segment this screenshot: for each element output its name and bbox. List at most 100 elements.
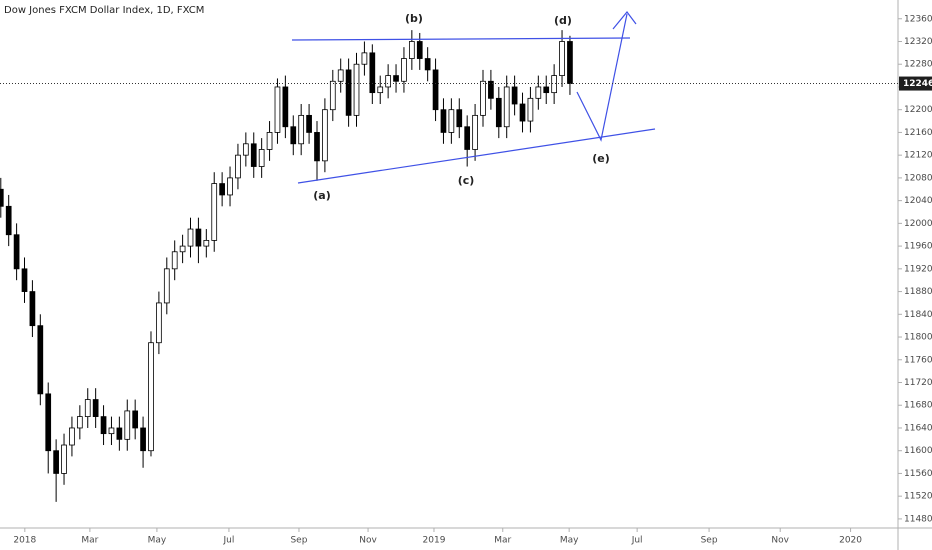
y-tick-label: 11760 bbox=[904, 355, 932, 365]
candle-body bbox=[227, 177, 233, 196]
candle-body bbox=[84, 399, 91, 418]
candle-body bbox=[29, 291, 36, 327]
x-tick-label: 2019 bbox=[423, 536, 446, 546]
candle-body bbox=[488, 80, 494, 99]
y-tick-label: 11840 bbox=[904, 310, 932, 320]
candle-body bbox=[527, 97, 534, 122]
candle-body bbox=[519, 103, 526, 122]
y-tick-label: 12000 bbox=[904, 219, 932, 229]
candle-body bbox=[329, 80, 336, 111]
candle-body bbox=[448, 109, 455, 133]
candle-body bbox=[567, 41, 573, 84]
candle-body bbox=[322, 109, 328, 162]
candle-body bbox=[148, 342, 154, 452]
candle-body bbox=[543, 86, 550, 94]
candle-body bbox=[432, 69, 439, 111]
candle-body bbox=[306, 114, 312, 133]
x-tick-label: May bbox=[560, 536, 579, 546]
x-tick-label: Mar bbox=[81, 536, 98, 546]
candle-body bbox=[503, 86, 510, 128]
wave-label: (a) bbox=[313, 189, 330, 202]
projection-path bbox=[576, 13, 628, 142]
y-tick-label: 11520 bbox=[904, 492, 932, 502]
y-tick-label: 11480 bbox=[904, 514, 932, 524]
candle-body bbox=[424, 58, 431, 71]
candle-body bbox=[195, 228, 202, 247]
y-tick-label: 11680 bbox=[904, 401, 932, 411]
candle-body bbox=[187, 228, 194, 247]
y-tick-label: 12320 bbox=[904, 37, 932, 47]
chart-title: Dow Jones FXCM Dollar Index, 1D, FXCM bbox=[4, 5, 204, 16]
candle-body bbox=[511, 86, 518, 105]
candle-body bbox=[76, 416, 83, 429]
y-tick-label: 12040 bbox=[904, 196, 932, 206]
candle-body bbox=[21, 268, 28, 292]
y-tick-label: 11640 bbox=[904, 423, 932, 433]
y-tick-label: 12200 bbox=[904, 105, 932, 115]
y-tick-label: 11920 bbox=[904, 264, 932, 274]
candle-body bbox=[282, 86, 289, 128]
y-tick-label: 11800 bbox=[904, 333, 932, 343]
candle-body bbox=[69, 427, 75, 446]
candle-body bbox=[408, 41, 415, 59]
candle-body bbox=[369, 52, 376, 94]
y-tick-label: 11600 bbox=[904, 446, 932, 456]
candle-body bbox=[472, 114, 478, 150]
x-tick-label: Mar bbox=[494, 536, 511, 546]
x-tick-label: 2018 bbox=[13, 536, 36, 546]
candle-body bbox=[108, 427, 115, 435]
candle-body bbox=[179, 245, 186, 253]
y-tick-label: 12280 bbox=[904, 60, 932, 70]
candle-body bbox=[242, 143, 249, 156]
x-tick-label: Nov bbox=[359, 536, 377, 546]
x-tick-label: Nov bbox=[771, 536, 789, 546]
candle-body bbox=[440, 109, 447, 133]
wave-label: (e) bbox=[592, 152, 610, 165]
candle-body bbox=[13, 234, 20, 270]
candle-body bbox=[480, 80, 486, 116]
y-tick-label: 12160 bbox=[904, 128, 932, 138]
last-price-label: 12246 bbox=[903, 79, 932, 89]
candle-body bbox=[171, 251, 178, 270]
x-tick-label: Sep bbox=[701, 536, 718, 546]
wave-label: (b) bbox=[405, 12, 423, 25]
y-tick-label: 12080 bbox=[904, 173, 932, 183]
x-tick-label: 2020 bbox=[839, 536, 862, 546]
x-tick-label: Jul bbox=[222, 536, 234, 546]
candle-body bbox=[258, 149, 265, 167]
candle-body bbox=[219, 183, 225, 196]
wave-label: (d) bbox=[554, 14, 572, 27]
candle-body bbox=[361, 52, 368, 65]
candle-body bbox=[45, 393, 52, 452]
candle-body bbox=[0, 188, 4, 207]
candle-body bbox=[235, 154, 241, 179]
candle-body bbox=[266, 132, 273, 150]
x-tick-label: Jul bbox=[631, 536, 643, 546]
lower-trendline bbox=[297, 128, 656, 184]
candle-body bbox=[377, 86, 384, 94]
candle-body bbox=[535, 86, 542, 99]
candle-body bbox=[495, 97, 502, 128]
candle-body bbox=[5, 205, 12, 236]
candle-body bbox=[156, 302, 162, 344]
wave-label: (c) bbox=[458, 174, 475, 187]
x-tick-label: Sep bbox=[290, 536, 307, 546]
candle-body bbox=[314, 132, 320, 162]
upper-trendline bbox=[291, 37, 631, 41]
candles bbox=[0, 30, 573, 502]
y-tick-label: 11880 bbox=[904, 287, 932, 297]
candle-body bbox=[163, 268, 170, 304]
candle-body bbox=[416, 41, 423, 59]
y-tick-label: 11560 bbox=[904, 469, 932, 479]
candle-body bbox=[345, 69, 352, 116]
projection-arrow bbox=[612, 11, 637, 30]
x-tick-label: May bbox=[148, 536, 167, 546]
candle-body bbox=[92, 399, 99, 418]
candle-body bbox=[124, 410, 131, 440]
candle-body bbox=[456, 109, 463, 128]
candle-body bbox=[37, 325, 44, 395]
candle-body bbox=[274, 86, 281, 133]
candle-body bbox=[203, 240, 210, 247]
